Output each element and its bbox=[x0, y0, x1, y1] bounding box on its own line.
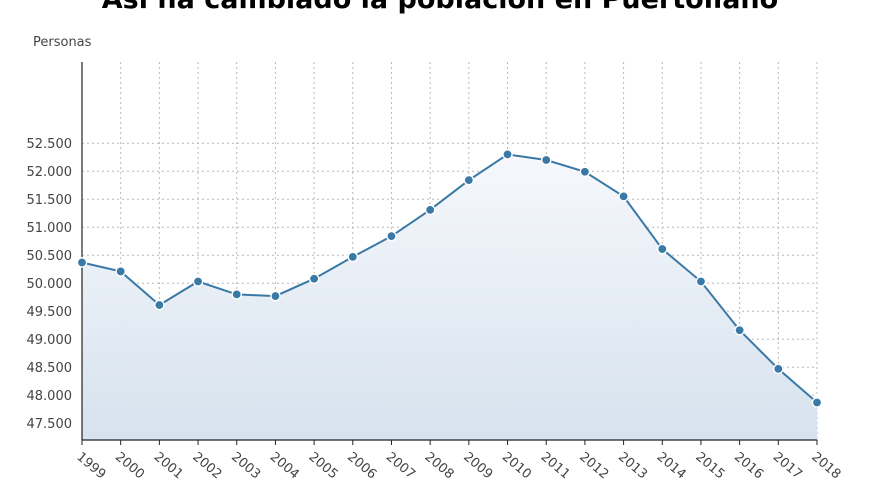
x-tick-label: 2016 bbox=[731, 450, 766, 483]
x-tick-label: 2004 bbox=[267, 450, 302, 483]
data-point-2003[interactable] bbox=[231, 289, 243, 300]
data-point-2000[interactable] bbox=[115, 266, 126, 277]
x-tick-label: 2009 bbox=[460, 450, 495, 483]
y-tick-labels: 47.500 48.000 48.500 49.000 49.500 50.000 50.5… bbox=[27, 137, 73, 432]
y-tick-label: 50.500 bbox=[27, 249, 73, 264]
axes bbox=[81, 62, 818, 445]
x-tick-label: 2005 bbox=[306, 450, 341, 483]
data-point-2016[interactable] bbox=[734, 324, 745, 336]
x-tick-label: 2002 bbox=[189, 450, 224, 483]
x-tick-label: 1999 bbox=[73, 450, 108, 483]
x-tick-label: 2006 bbox=[344, 450, 379, 483]
y-tick-label: 48.000 bbox=[27, 389, 73, 404]
x-tick-label: 2001 bbox=[151, 450, 186, 483]
x-tick-labels: 1999 2000 2001 2002 2003 2004 2005 2006 2007 2008… bbox=[73, 450, 843, 483]
data-markers bbox=[76, 149, 823, 408]
series-line bbox=[81, 153, 818, 404]
chart-title: Así ha cambiado la población en Puertoll… bbox=[0, 0, 880, 15]
x-tick-label: 2012 bbox=[576, 450, 611, 483]
y-tick-label: 51.500 bbox=[27, 193, 73, 208]
y-tick-label: 50.000 bbox=[27, 277, 73, 292]
data-point-2012[interactable] bbox=[579, 166, 591, 178]
y-tick-label: 49.000 bbox=[27, 333, 73, 348]
x-tick-label: 2003 bbox=[228, 450, 263, 483]
data-point-2008[interactable] bbox=[424, 204, 436, 216]
x-tick-label: 2017 bbox=[770, 450, 805, 483]
x-tick-label: 2000 bbox=[112, 450, 147, 483]
data-point-2006[interactable] bbox=[347, 251, 359, 263]
data-point-2009[interactable] bbox=[463, 174, 475, 186]
data-point-2010[interactable] bbox=[502, 149, 513, 160]
y-tick-label: 49.500 bbox=[27, 305, 73, 320]
data-point-2002[interactable] bbox=[192, 276, 204, 287]
data-point-2011[interactable] bbox=[540, 154, 552, 166]
y-tick-label: 48.500 bbox=[27, 361, 73, 376]
data-point-1999[interactable] bbox=[76, 257, 88, 268]
area-fill bbox=[82, 154, 817, 440]
x-tick-label: 2007 bbox=[383, 450, 418, 483]
data-point-2018[interactable] bbox=[811, 397, 823, 408]
data-point-2004[interactable] bbox=[270, 290, 281, 302]
data-point-2001[interactable] bbox=[154, 299, 165, 311]
y-tick-label: 52.000 bbox=[27, 165, 73, 180]
y-tick-label: 51.000 bbox=[27, 221, 73, 236]
y-tick-label: 52.500 bbox=[27, 137, 73, 152]
x-tick-label: 2011 bbox=[538, 450, 573, 483]
y-tick-label: 47.500 bbox=[27, 417, 73, 432]
x-tick-label: 2013 bbox=[615, 450, 650, 483]
data-point-2015[interactable] bbox=[695, 276, 707, 287]
data-point-2013[interactable] bbox=[618, 191, 629, 202]
x-tick-label: 2014 bbox=[654, 450, 689, 483]
data-point-2014[interactable] bbox=[656, 243, 668, 255]
x-tick-label: 2008 bbox=[422, 450, 457, 483]
x-tick-label: 2015 bbox=[692, 450, 727, 483]
data-point-2017[interactable] bbox=[773, 363, 784, 375]
data-point-2005[interactable] bbox=[308, 273, 320, 285]
data-point-2007[interactable] bbox=[386, 230, 397, 242]
x-tick-label: 2018 bbox=[808, 450, 843, 483]
y-axis-unit-label: Personas bbox=[33, 35, 92, 50]
x-tick-label: 2010 bbox=[499, 450, 534, 483]
